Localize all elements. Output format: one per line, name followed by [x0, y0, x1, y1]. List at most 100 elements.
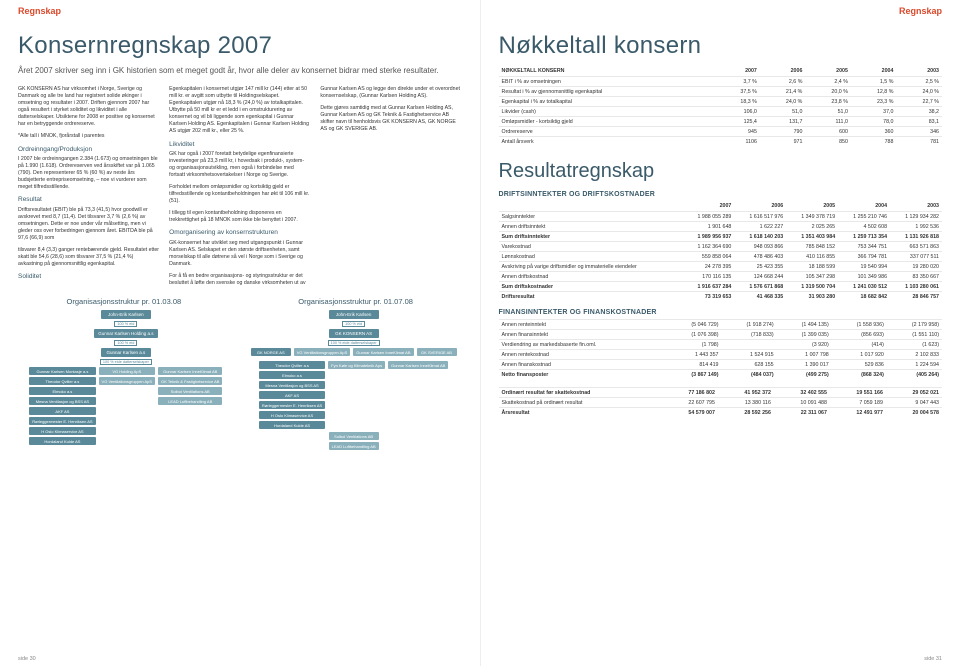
table-row: Annen driftskostnad170 116 135124 668 24… [499, 272, 943, 282]
org-box: GK KONSERN AS [329, 329, 379, 338]
th: 2004 [851, 66, 897, 77]
body-para: Driftsresultatet (EBIT) ble på 73,3 (41,… [18, 207, 159, 242]
drift-table: 20072006200520042003 Salgsinntekter1 988… [499, 201, 943, 301]
body-h: Ordreinngang/Produksjon [18, 146, 159, 155]
table-row: Annen finansinntekt(1 076 398)(718 833)(… [499, 330, 943, 340]
table-row: EBIT i % av omsetningen3,7 %2,6 %2,4 %1,… [499, 77, 943, 87]
org-box: Fyn Køle og Klimateknik Aps [328, 361, 385, 369]
org-box: Hordaland Kulde AS [259, 421, 325, 429]
table-row: Antall årsverk1106971850788781 [499, 137, 943, 147]
org-box: Elmoko a.s [29, 387, 95, 395]
org-box: VG Ventilationsgruppen ApS [294, 348, 350, 356]
left-page: Regnskap Konsernregnskap 2007 Året 2007 … [0, 0, 481, 666]
org-box: Gunnar Karlsen InneKlimat AB [158, 367, 222, 375]
org-box: Theodor Qviller a.s [259, 361, 325, 369]
body-para: Forholdet mellom omløpsmidler og kortsik… [169, 184, 310, 205]
body-para: *Alle tall i MNOK, fjorårstall i parente… [18, 133, 159, 140]
drift-heading: DRIFTSINNTEKTER OG DRIFTSKOSTNADER [499, 191, 943, 198]
org-box: VG Ventilationsgruppen ApS [99, 377, 155, 385]
org-box: VG Holding ApS [99, 367, 155, 375]
org-box: John-Erik Karlsen [329, 310, 379, 319]
org-box: Gunnar Karlsen Montasje a.s [29, 367, 95, 375]
org-box: Gunnar Karlsen InneKlimat AB [388, 361, 448, 369]
body-para: GK-konsernet har utviklet seg med utgang… [169, 240, 310, 268]
body-columns: GK KONSERN AS har virksomhet i Norge, Sv… [18, 86, 462, 291]
org-box: GK NORGE AS [251, 348, 291, 356]
page-number: side 31 [924, 656, 942, 662]
pct-label: 100 % eid [342, 321, 365, 327]
fin-table: Annen renteinntekt(5 046 729)(1 918 274)… [499, 319, 943, 379]
body-h: Resultat [18, 196, 159, 205]
org-chart-2: John-Erik Karlsen 100 % eid GK KONSERN A… [246, 310, 462, 450]
body-para: Dette gjøres samtidig med at Gunnar Karl… [320, 105, 461, 133]
th: 2006 [760, 66, 806, 77]
table-row: Egenkapital i % av totalkapital18,3 %24,… [499, 97, 943, 107]
table-row: Omløpsmidler - kortsiktig gjeld125,4131,… [499, 117, 943, 127]
table-row: Driftsresultat73 319 65341 468 33531 903… [499, 292, 943, 302]
org-box: GK Teknik & Fastighetservice AB [158, 377, 222, 385]
body-h: Soliditet [18, 273, 159, 282]
org-chart-1: John-Erik Karlsen 100 % eid Gunnar Karls… [18, 310, 234, 450]
org-box: H Oslo Klimaservice AS [29, 427, 95, 435]
section-title: Resultatregnskap [499, 160, 943, 183]
org-box: Hordaland Kulde AS [29, 437, 95, 445]
org-box: Mesna Ventilasjon og BSS AS [29, 397, 95, 405]
org-box: Theodor Qviller a.s [29, 377, 95, 385]
table-row: Avskriving på varige driftsmidler og imm… [499, 262, 943, 272]
page-title: Nøkkeltall konsern [499, 32, 943, 60]
table-row: Annen renteinntekt(5 046 729)(1 918 274)… [499, 320, 943, 330]
page-title: Konsernregnskap 2007 [18, 32, 462, 60]
body-para: tilsvarer 8,4 (3,3) ganger rentebærende … [18, 247, 159, 268]
table-row: Annen finanskostnad814 419628 1551 390 0… [499, 360, 943, 370]
org-box: Gunnar Karlsen InneKlimat AB [353, 348, 413, 356]
section-tag: Regnskap [899, 6, 942, 16]
section-tag: Regnskap [18, 6, 61, 16]
fin-heading: FINANSINNTEKTER OG FINANSKOSTNADER [499, 309, 943, 316]
pct-label: 100 % eide datterselskaper [100, 359, 152, 365]
th: 2006 [734, 201, 786, 212]
table-row: Sum driftskostnader1 916 637 2841 576 67… [499, 282, 943, 292]
org-box: GK SVERIGE AB [417, 348, 457, 356]
org-box: LEAD Luftbehandling AB [329, 442, 379, 450]
result-table: Ordinært resultat før skattekostnad77 18… [499, 387, 943, 417]
table-row: Salgsinntekter1 988 055 2891 616 517 976… [499, 212, 943, 222]
th: 2007 [714, 66, 760, 77]
table-row: Skattekostnad på ordinært resultat22 607… [499, 398, 943, 408]
body-para: GK har også i 2007 foretatt betydelige e… [169, 151, 310, 179]
org2-title: Organisasjonsstruktur pr. 01.07.08 [250, 297, 462, 306]
pct-label: 100 % eid [114, 321, 137, 327]
org-box: LEAD Luftbehandling AB [158, 397, 222, 405]
org1-title: Organisasjonsstruktur pr. 01.03.08 [18, 297, 230, 306]
org-box: Rørleggermester E. Henriksen AS [29, 417, 95, 425]
org-box: AKF AS [259, 391, 325, 399]
body-h: Likviditet [169, 141, 310, 150]
th: 2005 [805, 66, 851, 77]
pct-label: 100 % eid [114, 340, 137, 346]
table-row: Annen rentekostnad1 443 3571 524 9151 00… [499, 350, 943, 360]
table-row: Lønnskostnad559 858 064478 486 403410 11… [499, 252, 943, 262]
th: 2003 [890, 201, 942, 212]
org-box: Gunnar Karlsen Holding a.s [94, 329, 157, 338]
org-box: Solbol Ventilations AB [329, 432, 379, 440]
org-box: Gunnar Karlsen a.s [101, 348, 151, 357]
table-row: Annen driftsinntekt1 901 6481 622 2272 0… [499, 222, 943, 232]
table-row: Likvider (cash)106,051,051,037,038,2 [499, 107, 943, 117]
body-para: Egenkapitalen i konsernet utgjør 147 mil… [169, 86, 310, 135]
org-box: Solbol Ventilations AB [158, 387, 222, 395]
body-para: I 2007 ble ordreinngangen 2.384 (1.673) … [18, 156, 159, 191]
nokkeltall-table: NØKKELTALL KONSERN20072006200520042003 E… [499, 66, 943, 146]
table-row: Årsresultat54 579 00728 592 25622 311 06… [499, 408, 943, 418]
lead-text: Året 2007 skriver seg inn i GK historien… [18, 66, 462, 76]
body-h: Omorganisering av konsernstrukturen [169, 229, 310, 238]
body-para: GK KONSERN AS har virksomhet i Norge, Sv… [18, 86, 159, 128]
org-box: H Oslo Klimaservice AS [259, 411, 325, 419]
org-box: John-Erik Karlsen [101, 310, 151, 319]
table-row: Verdiendring av markedsbaserte fin.oml.(… [499, 340, 943, 350]
table-row: Ordinært resultat før skattekostnad77 18… [499, 388, 943, 398]
org-box: Mesna Ventilasjon og BSS AS [259, 381, 325, 389]
th: 2003 [896, 66, 942, 77]
org-box: Elmoko a.s [259, 371, 325, 379]
table-row: Sum driftsinntekter1 989 956 9371 618 14… [499, 232, 943, 242]
org-box: Rørleggermester E. Henriksen AS [259, 401, 325, 409]
body-para: I tillegg til egen kontantbeholdning dis… [169, 210, 310, 224]
